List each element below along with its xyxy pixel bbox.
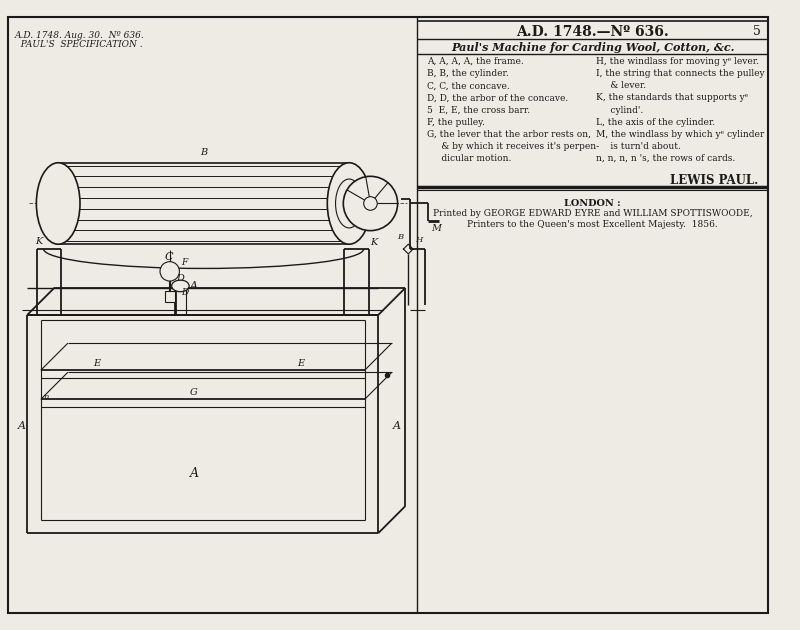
Text: E: E — [94, 359, 101, 369]
Text: K, the standards that supports yᵉ: K, the standards that supports yᵉ — [597, 93, 749, 103]
Text: & by which it receives it's perpen-: & by which it receives it's perpen- — [426, 142, 599, 151]
Text: dicular motion.: dicular motion. — [426, 154, 511, 163]
Ellipse shape — [327, 163, 371, 244]
Text: A: A — [18, 421, 26, 432]
Text: PAUL'S  SPECIFICATION .: PAUL'S SPECIFICATION . — [14, 40, 142, 49]
Text: & lever.: & lever. — [597, 81, 646, 90]
Text: Printed by GEORGE EDWARD EYRE and WILLIAM SPOTTISWOODE,: Printed by GEORGE EDWARD EYRE and WILLIA… — [433, 209, 752, 218]
Bar — [58, 163, 349, 244]
Text: B, B, the cylinder.: B, B, the cylinder. — [426, 69, 509, 78]
Text: LEWIS PAUL.: LEWIS PAUL. — [670, 175, 758, 187]
Text: I, the string that connects the pulley: I, the string that connects the pulley — [597, 69, 765, 78]
Circle shape — [343, 176, 398, 231]
Text: D, D, the arbor of the concave.: D, D, the arbor of the concave. — [426, 93, 568, 103]
Text: H: H — [415, 236, 422, 244]
Text: Printers to the Queen's most Excellent Majesty.  1856.: Printers to the Queen's most Excellent M… — [467, 220, 718, 229]
Text: A.D. 1748.—Nº 636.: A.D. 1748.—Nº 636. — [516, 25, 669, 39]
Text: H, the windlass for moving yᵉ lever.: H, the windlass for moving yᵉ lever. — [597, 57, 759, 66]
Text: n: n — [44, 393, 49, 401]
Text: A.D. 1748. Aug. 30.  Nº 636.: A.D. 1748. Aug. 30. Nº 636. — [14, 31, 144, 40]
Text: 5: 5 — [754, 25, 762, 38]
Text: D: D — [177, 274, 184, 283]
Ellipse shape — [36, 163, 80, 244]
Ellipse shape — [335, 179, 362, 228]
Text: E: E — [297, 359, 304, 369]
Text: A: A — [393, 421, 401, 432]
Text: K: K — [35, 237, 42, 246]
Text: B: B — [200, 148, 207, 157]
Text: C, C, the concave.: C, C, the concave. — [426, 81, 510, 90]
Circle shape — [364, 197, 378, 210]
Text: G, the lever that the arbor rests on,: G, the lever that the arbor rests on, — [426, 130, 590, 139]
Text: L, the axis of the cylinder.: L, the axis of the cylinder. — [597, 118, 715, 127]
Text: cylind'.: cylind'. — [597, 106, 644, 115]
Circle shape — [160, 261, 179, 281]
Text: L: L — [369, 192, 375, 200]
Text: F, the pulley.: F, the pulley. — [426, 118, 485, 127]
Ellipse shape — [172, 280, 189, 292]
Text: A: A — [190, 467, 198, 480]
Text: is turn'd about.: is turn'd about. — [597, 142, 682, 151]
Text: L: L — [41, 192, 47, 200]
Text: A, A, A, A, the frame.: A, A, A, A, the frame. — [426, 57, 523, 66]
Text: G: G — [190, 389, 198, 398]
Text: F: F — [182, 258, 187, 266]
Text: Paul's Machine for Carding Wool, Cotton, &c.: Paul's Machine for Carding Wool, Cotton,… — [450, 42, 734, 52]
Text: C: C — [165, 251, 174, 261]
Text: B: B — [397, 233, 402, 241]
Text: M, the windlass by which yᵉ cylinder: M, the windlass by which yᵉ cylinder — [597, 130, 765, 139]
Text: LONDON :: LONDON : — [564, 198, 621, 208]
Text: B: B — [354, 190, 361, 198]
Text: D: D — [182, 287, 189, 297]
Text: K: K — [370, 238, 378, 247]
Text: 5  E, E, the cross barr.: 5 E, E, the cross barr. — [426, 106, 530, 115]
Bar — [165, 291, 174, 302]
Text: M: M — [431, 224, 442, 232]
Text: n, n, n, n 's, the rows of cards.: n, n, n, n 's, the rows of cards. — [597, 154, 736, 163]
Text: A: A — [190, 281, 198, 291]
